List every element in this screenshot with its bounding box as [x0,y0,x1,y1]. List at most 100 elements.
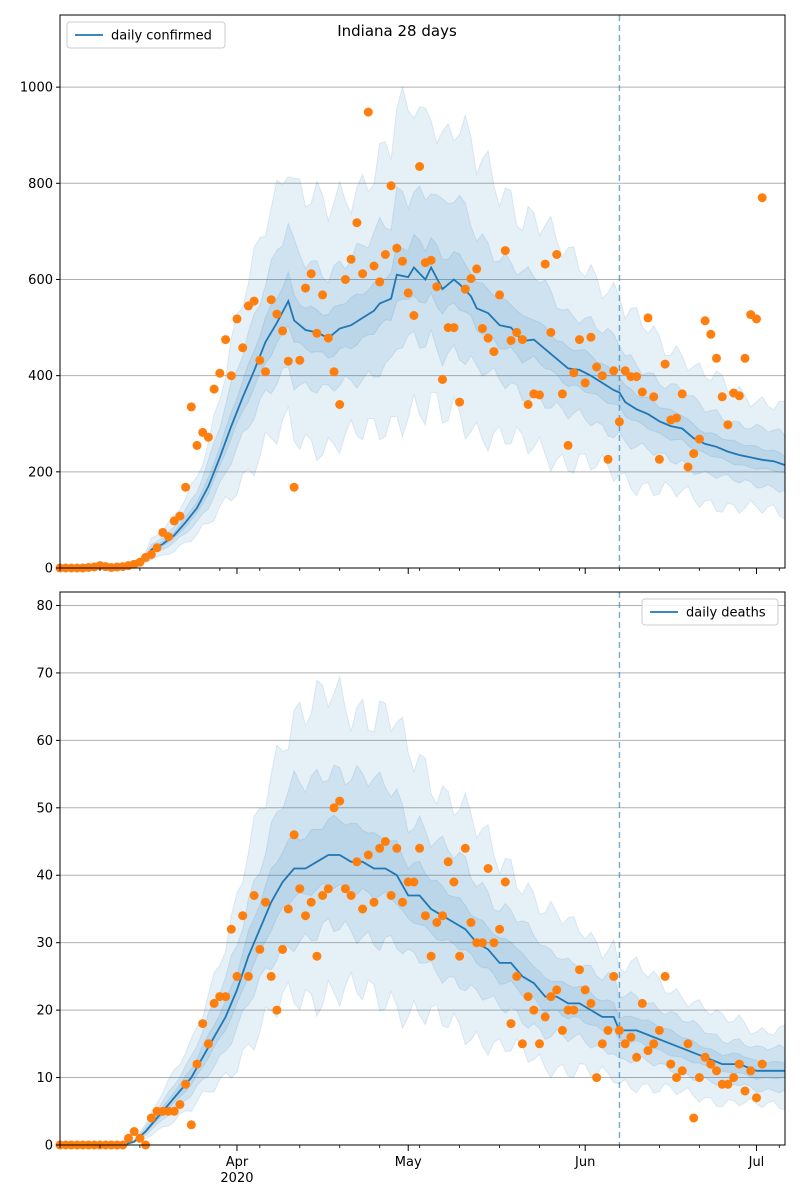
observation-point [552,985,562,995]
observation-point [683,1039,693,1049]
observation-point [672,1073,681,1083]
observation-point [426,951,436,961]
y-tick-label: 1000 [20,81,53,96]
observation-point [358,269,368,279]
observation-point [632,1052,642,1062]
plot-area [60,675,785,1145]
observation-point [438,911,447,921]
observation-point [592,1073,602,1083]
observation-point [614,417,624,427]
observation-point [415,843,425,853]
observation-point [540,259,550,269]
observation-point [318,290,328,300]
observation-point [203,1039,213,1049]
observation-point [500,246,510,256]
observation-point [614,1025,624,1035]
observation-point [563,440,573,450]
observation-point [432,282,442,292]
observation-point [420,911,430,921]
observation-point [323,333,333,343]
observation-point [637,387,647,397]
observation-point [266,295,276,305]
observation-point [677,1066,687,1076]
observation-point [398,256,407,266]
observation-point [152,543,162,553]
observation-point [483,333,493,343]
observation-point [557,389,567,399]
observation-point [643,1046,653,1056]
observation-point [706,329,716,339]
observation-point [740,1086,750,1096]
observation-point [255,944,265,954]
observation-point [380,250,390,259]
observation-point [249,296,259,306]
y-tick-label: 30 [36,936,53,951]
observation-point [546,327,556,337]
observation-point [535,390,544,400]
observation-point [232,971,242,981]
observation-point [238,911,248,921]
observation-point [438,375,447,384]
y-tick-label: 10 [36,1071,53,1086]
observation-point [495,290,505,300]
observation-point [460,284,470,294]
observation-point [209,384,219,394]
observation-point [146,1113,156,1123]
observation-point [289,830,299,840]
observation-point [283,904,293,914]
observation-point [346,891,356,900]
observation-point [443,857,453,867]
observation-point [261,367,270,377]
observation-point [335,400,345,409]
observation-point [694,1073,704,1083]
observation-point [460,843,470,853]
observation-point [301,911,310,921]
observation-point [557,1025,567,1035]
observation-point [586,998,596,1008]
observation-point [700,316,710,326]
observation-point [164,532,173,542]
observation-point [517,335,527,345]
observation-point [506,336,516,345]
observation-point [723,420,733,430]
observation-point [575,335,584,345]
observation-point [700,1052,710,1062]
y-tick-label: 60 [36,734,53,749]
observation-point [523,400,533,409]
observation-point [660,971,670,981]
y-tick-label: 20 [36,1004,53,1019]
observation-point [603,1025,613,1035]
observation-point [483,864,493,873]
x-tick-label: May [395,1155,422,1170]
observation-point [129,1127,139,1136]
y-tick-label: 800 [28,177,53,192]
observation-point [632,372,642,382]
observation-point [580,985,590,995]
legend: daily deaths [641,598,779,626]
observation-point [677,389,687,399]
uncertainty-band [60,675,785,1145]
observation-point [723,1079,733,1089]
observation-point [466,918,476,927]
observation-point [318,891,328,900]
observation-point [169,1106,179,1116]
observation-point [352,857,362,867]
observation-point [477,324,487,333]
observation-point [289,482,299,492]
legend-box [641,598,779,626]
legend-label: daily confirmed [111,29,212,44]
observation-point [375,843,385,853]
observation-point [757,193,767,203]
observation-point [495,924,505,934]
observation-point [637,998,647,1008]
mean-line [60,265,785,568]
uncertainty-band [60,86,785,568]
observation-point [392,243,402,253]
observation-point [255,355,265,365]
observation-point [363,107,373,117]
observation-point [609,971,619,981]
observation-point [238,343,248,353]
observation-point [186,1120,196,1130]
observation-point [283,356,293,366]
